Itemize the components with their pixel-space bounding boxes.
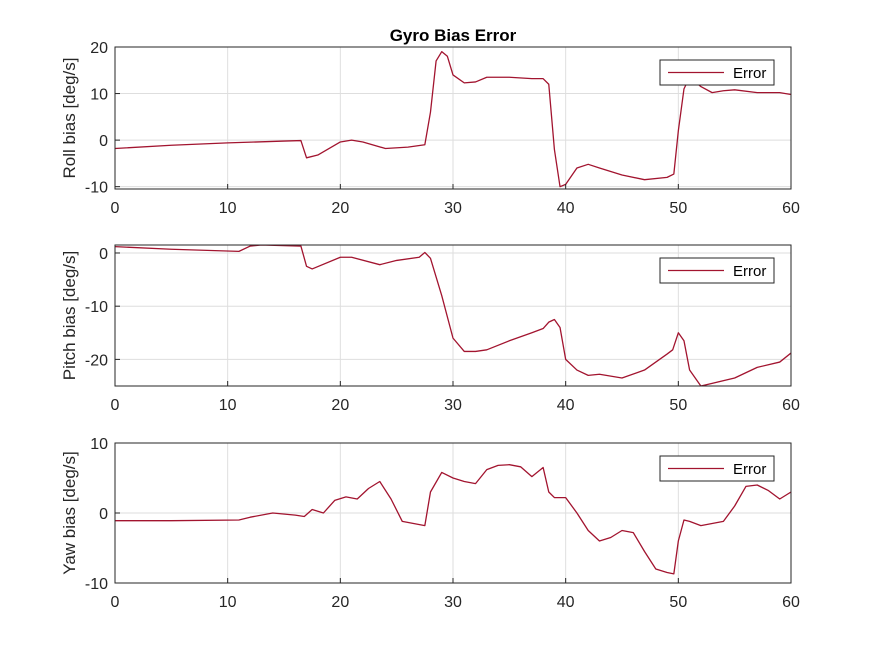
yaw-legend: Error [659, 455, 775, 482]
yaw-x-tick-label-2: 20 [331, 594, 349, 611]
pitch-x-tick-label-6: 60 [782, 397, 800, 414]
pitch-legend-label: Error [733, 263, 766, 280]
pitch-x-tick-label-2: 20 [331, 397, 349, 414]
pitch-x-tick-label-3: 30 [444, 397, 462, 414]
pitch-legend: Error [659, 257, 775, 284]
roll-x-tick-label-1: 10 [219, 200, 237, 217]
yaw-x-tick-label-5: 50 [669, 594, 687, 611]
roll-y-tick-label-2: 10 [90, 87, 108, 104]
roll-x-tick-label-0: 0 [111, 200, 120, 217]
pitch-x-tick-label-4: 40 [557, 397, 575, 414]
pitch-error-line [115, 245, 791, 386]
yaw-legend-label: Error [733, 461, 766, 478]
roll-legend: Error [659, 59, 775, 86]
roll-y-axis-label: Roll bias [deg/s] [60, 58, 79, 179]
roll-y-tick-label-0: -10 [85, 180, 108, 197]
pitch-x-tick-label-0: 0 [111, 397, 120, 414]
pitch-y-tick-label-1: -10 [85, 299, 108, 316]
pitch-x-tick-label-5: 50 [669, 397, 687, 414]
yaw-x-tick-label-6: 60 [782, 594, 800, 611]
roll-legend-label: Error [733, 65, 766, 82]
pitch-y-tick-label-2: 0 [99, 246, 108, 263]
yaw-y-tick-label-0: -10 [85, 576, 108, 593]
figure-title: Gyro Bias Error [390, 26, 517, 45]
yaw-x-tick-label-4: 40 [557, 594, 575, 611]
yaw-y-tick-label-1: 0 [99, 506, 108, 523]
yaw-y-axis-label: Yaw bias [deg/s] [60, 451, 79, 574]
roll-x-tick-label-6: 60 [782, 200, 800, 217]
roll-x-tick-label-4: 40 [557, 200, 575, 217]
roll-y-tick-label-3: 20 [90, 40, 108, 57]
yaw-x-tick-label-3: 30 [444, 594, 462, 611]
yaw-y-tick-label-2: 10 [90, 436, 108, 453]
yaw-error-line [115, 464, 791, 575]
pitch-y-axis-label: Pitch bias [deg/s] [60, 251, 79, 380]
pitch-x-tick-label-1: 10 [219, 397, 237, 414]
yaw-x-tick-label-1: 10 [219, 594, 237, 611]
pitch-subplot: 0 10 20 30 40 50 60 -20 -10 0 Pitch bias [deg/s] Er… [60, 244, 800, 414]
roll-x-tick-label-3: 30 [444, 200, 462, 217]
roll-x-tick-label-5: 50 [669, 200, 687, 217]
roll-x-tick-label-2: 20 [331, 200, 349, 217]
yaw-x-tick-label-0: 0 [111, 594, 120, 611]
roll-y-tick-label-1: 0 [99, 133, 108, 150]
pitch-y-tick-label-0: -20 [85, 352, 108, 369]
